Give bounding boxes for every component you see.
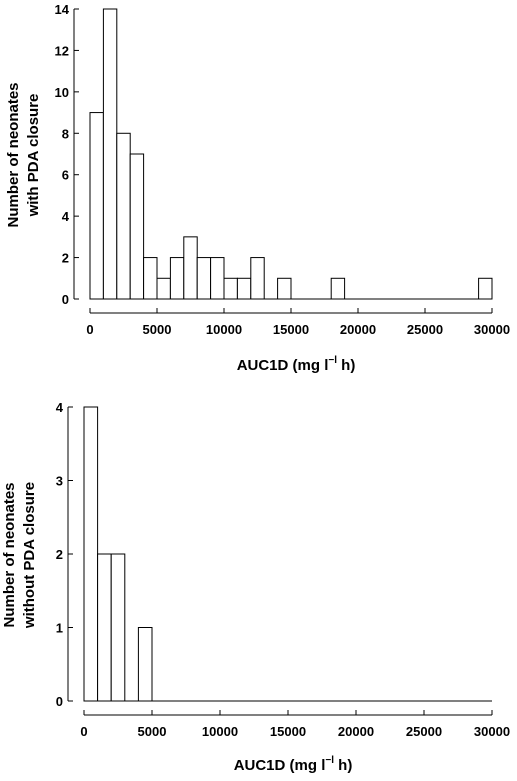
y-axis-title-without-line2: without PDA closure <box>21 482 38 629</box>
histogram-bar-with-12 <box>250 257 265 300</box>
histogram-bar-with-5 <box>156 277 171 300</box>
histogram-bar-with-7 <box>183 236 198 300</box>
histogram-bar-without-4 <box>137 627 153 702</box>
histogram-bar-with-3 <box>129 153 145 300</box>
histogram-bar-with-0 <box>89 112 104 300</box>
x-tick-label-without-5: 25000 <box>406 724 442 739</box>
histogram-bar-with-6 <box>169 257 185 300</box>
x-axis-title-without: AUC1D (mg l−l h) <box>234 755 353 774</box>
histogram-bar-with-4 <box>143 257 158 300</box>
x-tick-label-without-4: 20000 <box>338 724 374 739</box>
y-tick-label-with-4: 8 <box>62 126 69 141</box>
y-axis-title-without-line1: Number of neonates <box>1 482 18 627</box>
histogram-bar-with-2 <box>116 132 131 300</box>
x-axis-title-with: AUC1D (mg l−l h) <box>237 355 356 374</box>
histogram-bar-with-16 <box>478 277 493 300</box>
x-tick-label-with-5: 25000 <box>407 322 443 337</box>
y-tick-label-with-6: 12 <box>55 43 69 58</box>
histogram-bar-with-10 <box>223 277 238 300</box>
y-tick-label-with-2: 4 <box>62 209 70 224</box>
histogram-bar-without-2 <box>110 553 126 702</box>
y-tick-label-without-2: 2 <box>56 547 63 562</box>
x-tick-label-with-0: 0 <box>86 322 93 337</box>
histogram-bar-with-9 <box>210 257 225 300</box>
x-tick-label-without-6: 30000 <box>474 724 510 739</box>
x-tick-label-without-0: 0 <box>80 724 87 739</box>
histogram-bar-with-8 <box>196 257 212 300</box>
histogram-bar-with-15 <box>330 277 346 300</box>
panel-without-pda-closure: 0 1 2 3 4 0 5000 10000 15000 20000 25000 30000 AUC1D… <box>1 400 510 774</box>
y-tick-label-without-1: 1 <box>56 621 63 636</box>
histogram-bar-with-1 <box>102 8 118 300</box>
x-tick-label-without-3: 15000 <box>270 724 306 739</box>
y-tick-label-with-0: 0 <box>62 292 69 307</box>
y-tick-label-without-0: 0 <box>56 694 63 709</box>
y-tick-label-with-3: 6 <box>62 168 69 183</box>
x-tick-label-with-4: 20000 <box>340 322 376 337</box>
y-tick-label-with-1: 2 <box>62 251 69 266</box>
y-tick-label-without-3: 3 <box>56 474 63 489</box>
x-tick-label-without-1: 5000 <box>138 724 167 739</box>
y-axis-title-with-line1: Number of neonates <box>5 82 22 227</box>
y-tick-label-without-4: 4 <box>56 400 64 415</box>
histogram-bar-without-0 <box>83 406 99 702</box>
x-tick-label-with-1: 5000 <box>143 322 172 337</box>
x-tick-label-with-2: 10000 <box>206 322 242 337</box>
histogram-bar-with-11 <box>236 277 252 300</box>
histogram-bar-without-1 <box>97 553 112 702</box>
y-axis-title-with-line2: with PDA closure <box>25 94 42 218</box>
panel-with-pda-closure: 0 2 4 6 8 10 12 14 0 5000 10000 15000 20000 25000 3000… <box>5 2 510 374</box>
y-tick-label-with-7: 14 <box>55 2 70 17</box>
histogram-bar-with-14 <box>277 277 292 300</box>
y-tick-label-with-5: 10 <box>55 85 69 100</box>
x-tick-label-with-6: 30000 <box>474 322 510 337</box>
x-tick-label-without-2: 10000 <box>202 724 238 739</box>
x-tick-label-with-3: 15000 <box>273 322 309 337</box>
